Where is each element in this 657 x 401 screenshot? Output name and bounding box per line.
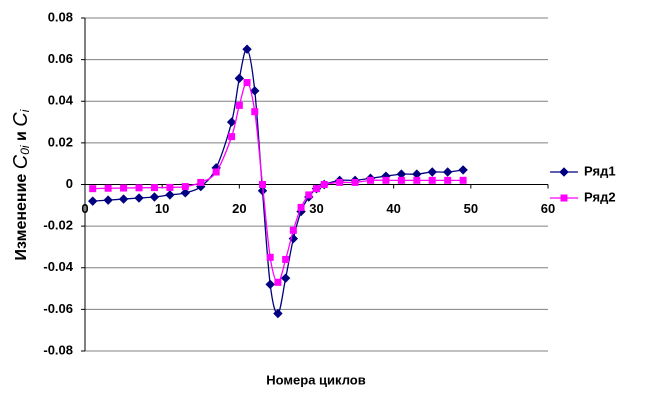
marker	[135, 184, 143, 192]
legend-label: Ряд1	[584, 163, 616, 178]
marker	[89, 185, 97, 193]
y-tick-label: -0.02	[43, 218, 73, 233]
marker	[413, 176, 421, 184]
marker	[297, 203, 305, 211]
marker	[242, 44, 252, 54]
y-title-conj: и	[13, 131, 30, 141]
marker	[149, 192, 160, 202]
marker	[289, 226, 297, 234]
marker	[560, 194, 568, 202]
x-tick-label: 0	[81, 201, 88, 216]
marker	[258, 181, 266, 188]
marker	[444, 176, 452, 184]
y-tick-label: 0.02	[48, 134, 73, 149]
marker	[226, 117, 237, 127]
y-title-var: C	[10, 112, 32, 127]
marker	[120, 184, 128, 192]
marker	[458, 165, 468, 175]
marker	[235, 101, 243, 109]
marker	[212, 168, 220, 176]
marker	[197, 178, 205, 186]
marker	[382, 176, 390, 184]
marker	[336, 178, 344, 186]
marker	[181, 183, 189, 191]
marker	[282, 255, 290, 263]
series-line	[92, 81, 464, 283]
y-title-text: Изменение	[13, 174, 30, 261]
x-tick-label: 40	[386, 201, 400, 216]
y-tick-label: 0.06	[48, 51, 73, 66]
marker	[559, 167, 569, 177]
marker	[234, 73, 245, 84]
marker	[442, 167, 453, 177]
marker	[180, 188, 191, 198]
marker	[243, 79, 251, 87]
y-tick-label: -0.04	[43, 259, 73, 274]
marker	[367, 176, 375, 184]
marker	[280, 273, 291, 283]
marker	[250, 86, 260, 96]
x-tick-label: 10	[155, 201, 169, 216]
marker	[166, 183, 174, 191]
y-title-sub: 0i	[18, 145, 32, 155]
x-tick-label: 30	[309, 201, 323, 216]
marker	[351, 178, 359, 186]
marker	[134, 193, 144, 203]
x-tick-label: 60	[541, 201, 555, 216]
marker	[459, 176, 467, 184]
y-tick-label: -0.08	[43, 342, 73, 357]
marker	[313, 185, 320, 193]
marker	[104, 184, 112, 192]
marker	[274, 278, 282, 286]
marker	[165, 190, 175, 200]
marker	[305, 191, 313, 199]
marker	[273, 308, 283, 319]
y-title-var: C	[10, 154, 32, 169]
marker	[150, 184, 158, 192]
marker	[118, 194, 129, 204]
y-title-sub: i	[18, 109, 32, 112]
y-axis-title: Изменение C0i и Ci	[10, 109, 32, 260]
marker	[427, 167, 437, 177]
x-tick-label: 50	[464, 201, 478, 216]
x-axis-title: Номера циклов	[266, 372, 365, 387]
marker	[397, 176, 405, 184]
y-tick-label: -0.06	[43, 301, 73, 316]
marker	[228, 133, 236, 141]
marker	[88, 196, 98, 206]
marker	[265, 279, 275, 290]
marker	[103, 195, 113, 205]
marker	[428, 176, 436, 184]
x-tick-label: 20	[232, 201, 246, 216]
marker	[251, 108, 259, 116]
series-line	[92, 48, 464, 315]
legend-label: Ряд2	[584, 189, 616, 204]
y-tick-label: 0.04	[48, 93, 74, 108]
marker	[266, 253, 274, 261]
y-tick-label: 0	[66, 176, 73, 191]
y-tick-label: 0.08	[48, 9, 73, 24]
marker	[320, 181, 328, 188]
